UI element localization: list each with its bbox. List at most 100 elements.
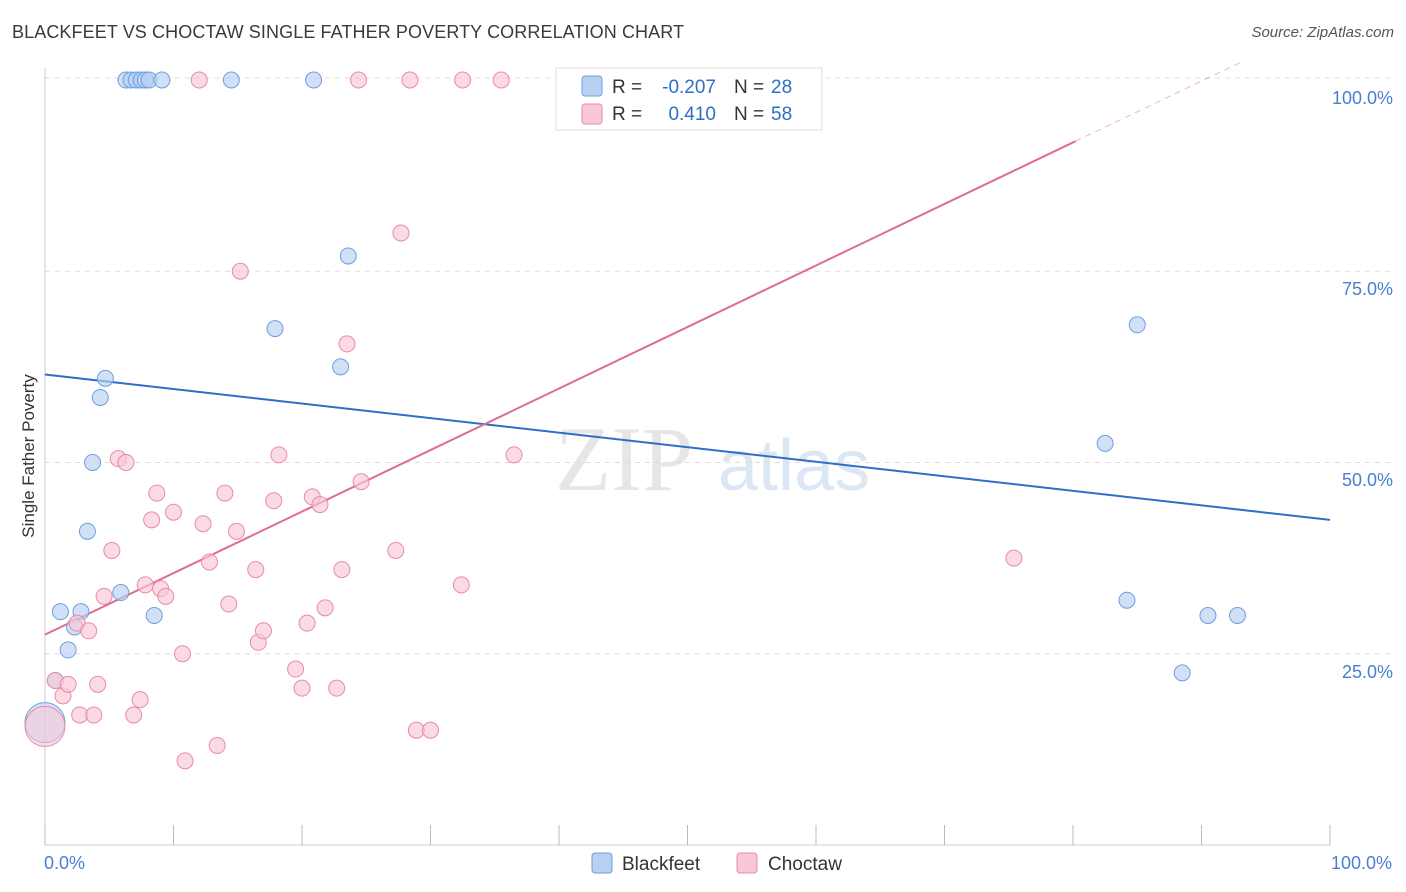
blackfeet-point [78,522,96,540]
blackfeet-point [1199,607,1217,624]
choctaw-point [95,587,113,605]
legend-r-value-choctaw: 0.410 [668,104,716,125]
choctaw-point [117,454,135,471]
blackfeet-point [1173,664,1191,682]
choctaw-point [387,541,405,559]
choctaw-point [338,335,356,353]
y-tick-label-75: 75.0% [1342,279,1393,299]
blackfeet-point [1228,607,1246,624]
choctaw-point [216,484,234,502]
choctaw-point [407,721,425,739]
choctaw-point [71,706,89,724]
chart-source: Source: ZipAtlas.com [1251,24,1394,41]
chart-title: BLACKFEET VS CHOCTAW SINGLE FATHER POVER… [12,22,685,42]
bottom-legend-label-choctaw: Choctaw [768,854,842,875]
blackfeet-point [266,320,284,338]
blackfeet-point [339,247,357,265]
choctaw-point [352,473,370,491]
blackfeet-point [1128,316,1146,334]
blackfeet-point [332,358,350,376]
blackfeet-point [1118,591,1136,609]
legend-n-value-blackfeet: 28 [771,77,792,98]
choctaw-point [227,522,245,540]
legend-n-label-blackfeet: N = [734,77,764,98]
watermark-atlas: atlas [718,426,870,506]
choctaw-point [157,587,175,605]
choctaw-point [143,511,161,529]
blackfeet-point [96,369,114,387]
choctaw-point [1005,549,1023,567]
choctaw-point [173,645,191,663]
blackfeet-point [59,641,77,659]
choctaw-point [454,71,472,89]
blackfeet-point [91,388,109,406]
choctaw-point [298,614,316,632]
choctaw-point [505,446,523,464]
choctaw-point [131,691,149,709]
legend-r-label-choctaw: R = [612,104,642,125]
choctaw-point [80,622,98,640]
choctaw-point [125,706,143,724]
blackfeet-point [305,71,323,89]
choctaw-point [247,561,265,579]
legend-n-label-choctaw: N = [734,104,764,125]
series-legend: Blackfeet Choctaw [591,852,842,875]
choctaw-point [103,541,121,559]
choctaw-point [401,71,419,89]
choctaw-point [59,675,77,693]
choctaw-points [24,71,1023,770]
trend-line-choctaw-extension [1075,60,1245,142]
choctaw-point [85,706,103,724]
trend-line-choctaw [44,140,1077,636]
bottom-legend-swatch-blackfeet [591,852,613,874]
choctaw-point [293,679,311,697]
blackfeet-point [112,584,130,602]
legend-r-value-blackfeet: -0.207 [662,77,716,98]
choctaw-point [328,679,346,697]
trend-line-blackfeet [44,373,1331,521]
x-tick-label-max: 100.0% [1331,853,1392,873]
blackfeet-point [84,454,102,471]
blackfeet-point [145,607,163,624]
y-tick-label-100: 100.0% [1332,88,1393,108]
choctaw-point [270,446,288,464]
choctaw-point [24,705,66,747]
y-axis-label: Single Father Poverty [19,374,38,538]
blackfeet-point [153,71,171,89]
choctaw-point [287,660,305,678]
choctaw-point [148,484,166,502]
choctaw-point [231,262,249,280]
choctaw-point [176,752,194,770]
legend-swatch-choctaw [581,103,603,125]
choctaw-point [316,599,334,617]
bottom-legend-swatch-choctaw [736,852,758,874]
choctaw-point [220,595,238,613]
choctaw-point [392,224,410,242]
x-tick-label-min: 0.0% [44,853,85,873]
choctaw-point [265,492,283,510]
legend-swatch-blackfeet [581,75,603,97]
choctaw-point [333,561,351,579]
choctaw-point [350,71,368,89]
bottom-legend-label-blackfeet: Blackfeet [622,854,701,875]
choctaw-point [492,71,510,89]
legend-r-label-blackfeet: R = [612,77,642,98]
choctaw-point [422,721,439,739]
choctaw-point [165,503,182,521]
choctaw-point [311,496,329,514]
choctaw-point [254,622,272,640]
correlation-legend: R = -0.207 N = 28 R = 0.410 N = 58 [555,67,823,131]
legend-n-value-choctaw: 58 [771,104,792,125]
choctaw-point [200,553,218,571]
choctaw-point [194,515,212,533]
blackfeet-point [1096,434,1114,452]
grid-lines [45,77,1392,655]
trend-lines [44,60,1331,636]
choctaw-point [452,576,470,594]
y-tick-label-50: 50.0% [1342,470,1393,490]
y-tick-label-25: 25.0% [1342,662,1393,682]
choctaw-point [89,675,107,693]
blackfeet-point [222,71,240,89]
choctaw-point [136,576,154,594]
